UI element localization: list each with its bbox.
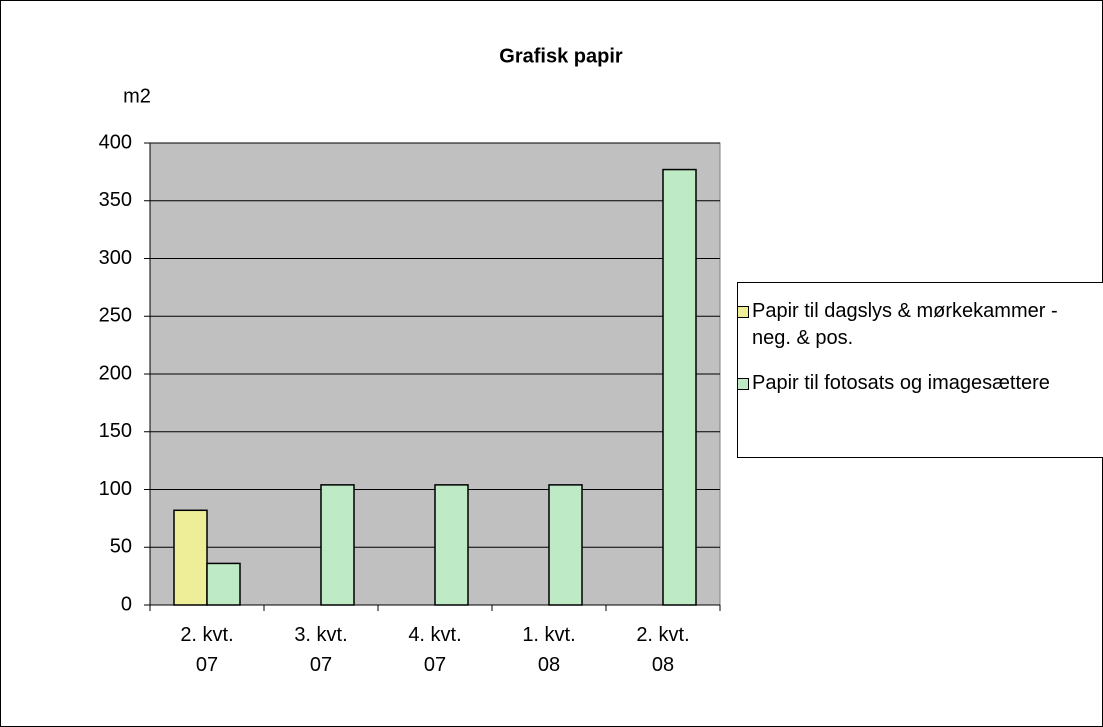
x-tick-label: 1. kvt. 08 <box>522 624 576 676</box>
legend-label: Papir til fotosats og imagesættere <box>752 372 1050 394</box>
y-tick-label: 200 <box>99 362 132 384</box>
y-tick-label: 350 <box>99 189 132 211</box>
bar <box>320 484 355 606</box>
y-tick-label: 400 <box>99 131 132 153</box>
legend-swatch <box>737 378 749 390</box>
bar <box>662 168 697 606</box>
legend-swatch <box>737 306 749 318</box>
bar <box>173 509 208 606</box>
y-tick-label: 50 <box>110 536 132 558</box>
bar <box>206 562 241 606</box>
x-tick-label: 3. kvt. 07 <box>294 624 348 676</box>
y-tick-label: 300 <box>99 247 132 269</box>
y-tick-label: 0 <box>121 593 132 615</box>
y-tick-label: 100 <box>99 478 132 500</box>
y-axis-label: m2 <box>123 85 151 107</box>
y-tick-label: 150 <box>99 420 132 442</box>
legend-box <box>737 282 1103 458</box>
x-tick-label: 2. kvt. 07 <box>180 624 234 676</box>
y-tick-label: 250 <box>99 305 132 327</box>
chart-title: Grafisk papir <box>499 45 623 67</box>
x-tick-label: 4. kvt. 07 <box>408 624 462 676</box>
bar <box>434 484 469 606</box>
bar <box>548 484 583 606</box>
x-tick-label: 2. kvt. 08 <box>636 624 690 676</box>
legend-label: Papir til dagslys & mørkekammer - neg. &… <box>752 300 1058 349</box>
